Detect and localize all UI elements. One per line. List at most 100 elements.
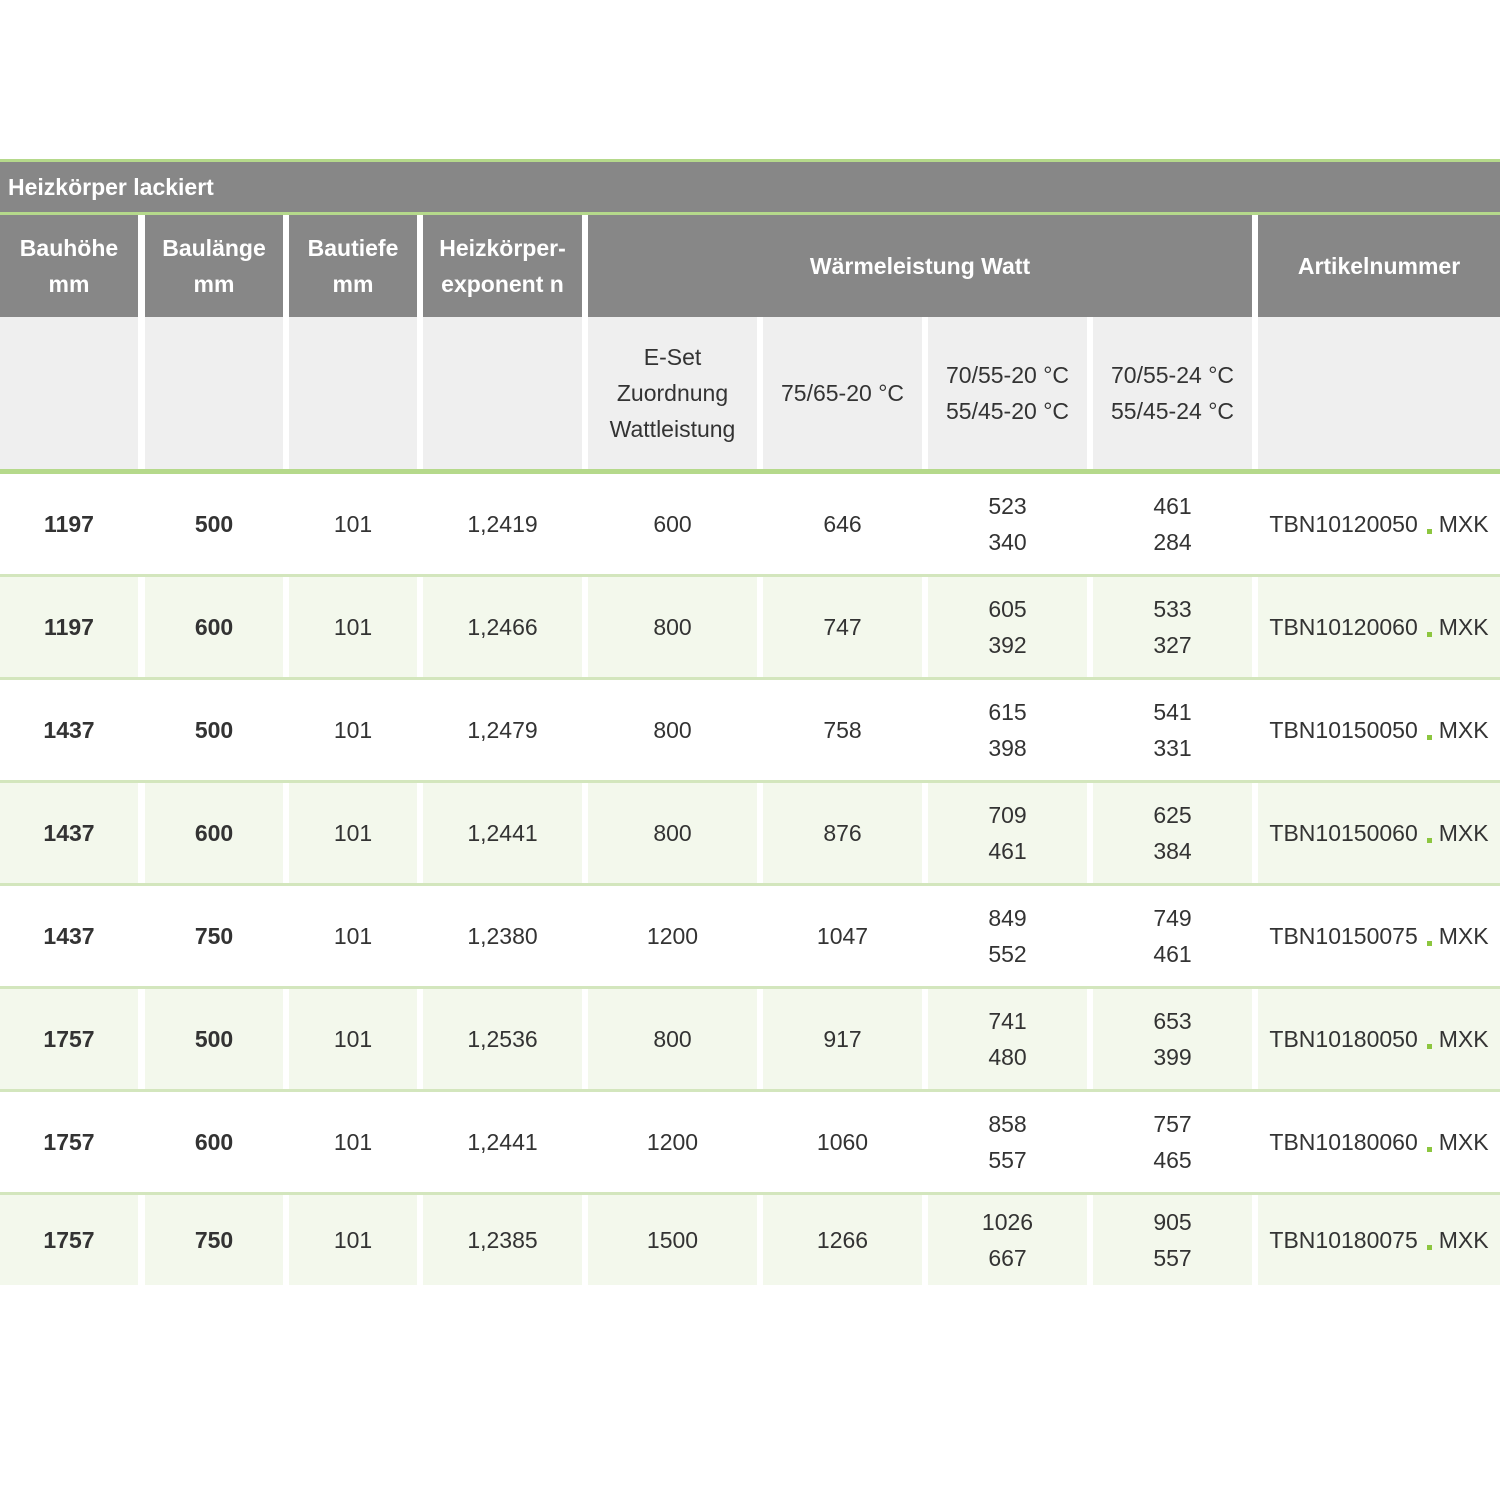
article-suffix: MXK bbox=[1438, 1129, 1489, 1155]
article-dot bbox=[1426, 1245, 1432, 1250]
cell-text: 625 bbox=[1153, 802, 1192, 828]
data-cell: 858 557 bbox=[928, 1092, 1087, 1192]
cell-text: 384 bbox=[1153, 838, 1192, 864]
data-cell: 800 bbox=[588, 989, 757, 1089]
data-cell: TBN10120050 MXK bbox=[1258, 474, 1500, 574]
row-rule bbox=[0, 1192, 1500, 1195]
cell-text: 500 bbox=[194, 511, 234, 537]
article-code: TBN10120050 bbox=[1269, 511, 1418, 537]
data-cell: 101 bbox=[289, 577, 417, 677]
data-cell: 1,2419 bbox=[423, 474, 582, 574]
subheader-cell: 75/65-20 °C bbox=[763, 317, 922, 469]
cell-text: 757 bbox=[1153, 1111, 1192, 1137]
subheader-cell: 70/55-20 °C 55/45-20 °C bbox=[928, 317, 1087, 469]
article-code: TBN10150075 bbox=[1269, 923, 1418, 949]
data-cell: 1,2466 bbox=[423, 577, 582, 677]
data-cell: 750 bbox=[145, 1195, 283, 1285]
cell-text: 55/45-20 °C bbox=[946, 398, 1069, 424]
cell-text: 1200 bbox=[646, 1129, 699, 1155]
cell-text: 101 bbox=[333, 1129, 373, 1155]
cell-text: 1,2536 bbox=[467, 1026, 538, 1052]
data-cell: 600 bbox=[145, 783, 283, 883]
cell-text: 1437 bbox=[43, 923, 95, 949]
data-cell: 461 284 bbox=[1093, 474, 1252, 574]
data-cell: 101 bbox=[289, 474, 417, 574]
header-group: Wärmeleistung Watt bbox=[588, 215, 1252, 317]
cell-text: 1500 bbox=[646, 1227, 699, 1253]
cell-text: 480 bbox=[988, 1044, 1027, 1070]
article-code: TBN10150060 bbox=[1269, 820, 1418, 846]
article-dot bbox=[1426, 632, 1432, 637]
cell-text: 800 bbox=[653, 820, 692, 846]
cell-text: 1047 bbox=[816, 923, 869, 949]
cell-text: 615 bbox=[988, 699, 1027, 725]
row-rule bbox=[0, 574, 1500, 577]
cell-text: 1757 bbox=[43, 1227, 95, 1253]
article-code: TBN10180075 bbox=[1269, 1227, 1418, 1253]
data-cell: 541 331 bbox=[1093, 680, 1252, 780]
article-code: TBN10180050 bbox=[1269, 1026, 1418, 1052]
title-bar: Heizkörper lackiert bbox=[0, 162, 1500, 212]
cell-text: Bautiefe bbox=[307, 235, 399, 261]
data-cell: 500 bbox=[145, 989, 283, 1089]
cell-text: 101 bbox=[333, 1227, 373, 1253]
cell-text: Zuordnung bbox=[616, 380, 729, 406]
row-rule bbox=[0, 986, 1500, 989]
cell-text: 461 bbox=[1153, 941, 1192, 967]
header-cell: Bautiefe mm bbox=[289, 215, 417, 317]
article-number: TBN10120050 MXK bbox=[1269, 506, 1488, 542]
row-rule bbox=[0, 677, 1500, 680]
cell-text: 800 bbox=[653, 717, 692, 743]
data-cell: 1,2441 bbox=[423, 783, 582, 883]
data-cell: 1200 bbox=[588, 886, 757, 986]
title-rule bbox=[0, 212, 1500, 215]
subheader-empty bbox=[0, 317, 138, 469]
header-cell: Bauhöhe mm bbox=[0, 215, 138, 317]
data-cell: 1026 667 bbox=[928, 1195, 1087, 1285]
cell-text: 747 bbox=[823, 614, 862, 640]
cell-text: Wattleistung bbox=[609, 416, 736, 442]
data-cell: 905 557 bbox=[1093, 1195, 1252, 1285]
cell-text: 750 bbox=[194, 923, 234, 949]
data-cell: 747 bbox=[763, 577, 922, 677]
cell-text: mm bbox=[48, 271, 90, 297]
cell-text: 667 bbox=[988, 1245, 1027, 1271]
cell-text: 709 bbox=[988, 802, 1027, 828]
row-rule bbox=[0, 1089, 1500, 1092]
data-cell: 101 bbox=[289, 680, 417, 780]
cell-text: 600 bbox=[194, 820, 234, 846]
data-cell: 1,2385 bbox=[423, 1195, 582, 1285]
data-cell: 101 bbox=[289, 1195, 417, 1285]
data-cell: 523 340 bbox=[928, 474, 1087, 574]
data-cell: 750 bbox=[145, 886, 283, 986]
data-cell: TBN10180050 MXK bbox=[1258, 989, 1500, 1089]
data-cell: 500 bbox=[145, 474, 283, 574]
cell-text: 75/65-20 °C bbox=[781, 380, 904, 406]
data-cell: TBN10150050 MXK bbox=[1258, 680, 1500, 780]
cell-text: 1,2466 bbox=[467, 614, 538, 640]
subheader-empty bbox=[289, 317, 417, 469]
article-number: TBN10180050 MXK bbox=[1269, 1021, 1488, 1057]
data-cell: 876 bbox=[763, 783, 922, 883]
cell-text: E-Set bbox=[643, 344, 702, 370]
cell-text: 533 bbox=[1153, 596, 1192, 622]
cell-text: 653 bbox=[1153, 1008, 1192, 1034]
cell-text: 1,2441 bbox=[467, 1129, 538, 1155]
cell-text: 55/45-24 °C bbox=[1111, 398, 1234, 424]
article-dot bbox=[1426, 1044, 1432, 1049]
cell-text: 1,2419 bbox=[467, 511, 538, 537]
data-cell: 1757 bbox=[0, 989, 138, 1089]
data-cell: 101 bbox=[289, 989, 417, 1089]
cell-text: 1197 bbox=[44, 511, 94, 537]
data-cell: 1200 bbox=[588, 1092, 757, 1192]
data-cell: 1500 bbox=[588, 1195, 757, 1285]
cell-text: 876 bbox=[823, 820, 862, 846]
cell-text: 340 bbox=[988, 529, 1027, 555]
data-cell: 917 bbox=[763, 989, 922, 1089]
cell-text: 600 bbox=[194, 1129, 234, 1155]
cell-text: 1200 bbox=[646, 923, 699, 949]
data-cell: 500 bbox=[145, 680, 283, 780]
article-suffix: MXK bbox=[1438, 511, 1489, 537]
data-cell: 1,2479 bbox=[423, 680, 582, 780]
